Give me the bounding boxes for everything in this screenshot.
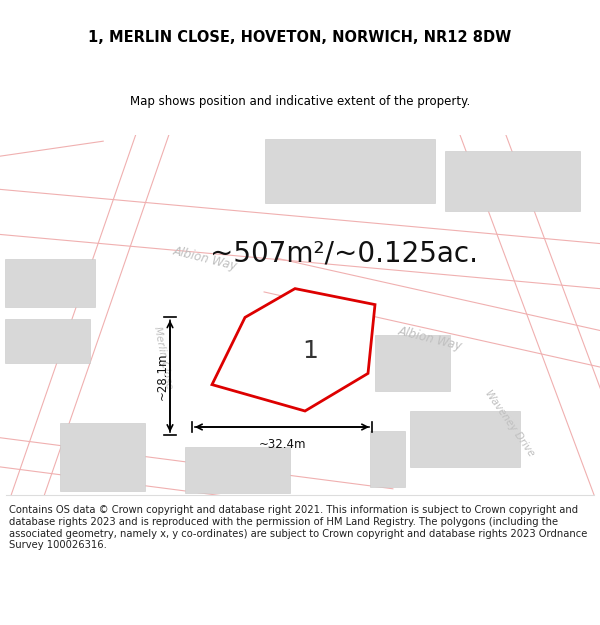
Text: Albion Way: Albion Way	[172, 245, 238, 273]
Polygon shape	[250, 315, 340, 387]
Polygon shape	[0, 437, 393, 518]
Polygon shape	[264, 258, 600, 368]
Polygon shape	[445, 151, 580, 211]
Text: Albion Way: Albion Way	[397, 325, 463, 353]
Text: ~28.1m: ~28.1m	[155, 352, 169, 400]
Text: Contains OS data © Crown copyright and database right 2021. This information is : Contains OS data © Crown copyright and d…	[9, 506, 587, 550]
Polygon shape	[5, 319, 90, 363]
Text: ~32.4m: ~32.4m	[258, 438, 306, 451]
Polygon shape	[5, 259, 95, 307]
Polygon shape	[0, 189, 600, 289]
Polygon shape	[10, 124, 170, 506]
Polygon shape	[265, 139, 435, 203]
Text: ~507m²/~0.125ac.: ~507m²/~0.125ac.	[210, 239, 478, 268]
Polygon shape	[370, 431, 405, 487]
Text: Map shows position and indicative extent of the property.: Map shows position and indicative extent…	[130, 95, 470, 108]
Polygon shape	[60, 423, 145, 491]
Text: 1, MERLIN CLOSE, HOVETON, NORWICH, NR12 8DW: 1, MERLIN CLOSE, HOVETON, NORWICH, NR12 …	[88, 30, 512, 45]
Polygon shape	[185, 447, 290, 493]
Text: Waveney Drive: Waveney Drive	[484, 388, 536, 458]
Polygon shape	[375, 335, 450, 391]
Text: Merlin Close: Merlin Close	[152, 325, 174, 389]
Polygon shape	[410, 411, 520, 467]
Polygon shape	[212, 289, 375, 411]
Polygon shape	[0, 113, 103, 157]
Polygon shape	[459, 122, 600, 508]
Text: 1: 1	[302, 339, 318, 362]
